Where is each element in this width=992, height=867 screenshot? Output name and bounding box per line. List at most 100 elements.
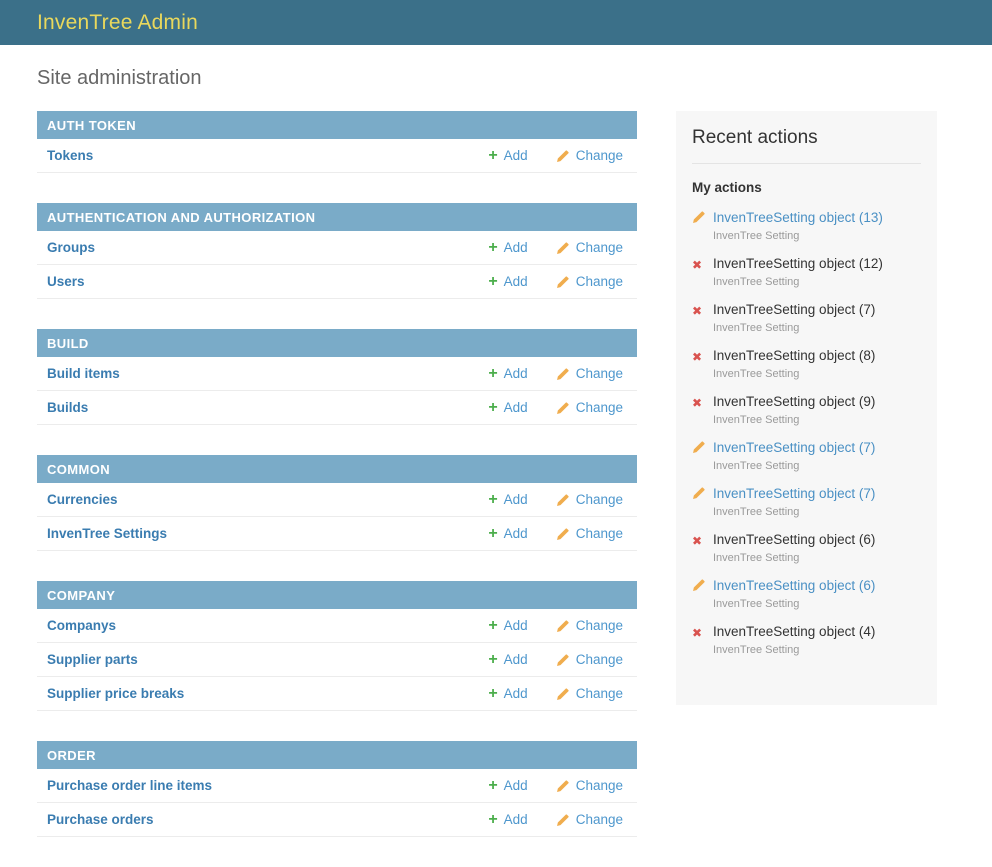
app-modules: AUTH TOKEN Tokens + Add Change AUTHENTIC… [37, 111, 637, 867]
pencil-icon [556, 275, 570, 289]
module-caption: ORDER [37, 741, 637, 769]
module-rows: Purchase order line items + Add Change P… [37, 769, 637, 837]
pencil-icon [556, 527, 570, 541]
action-subtext: InvenTree Setting [713, 414, 800, 426]
action-body: InvenTreeSetting object (8) InvenTree Se… [713, 347, 875, 380]
action-subtext: InvenTree Setting [713, 368, 800, 380]
plus-icon: + [488, 364, 498, 382]
model-row: Users + Add Change [37, 265, 637, 299]
app-module: BUILD Build items + Add Change Builds + … [37, 329, 637, 425]
pencil-icon [556, 779, 570, 793]
module-rows: Build items + Add Change Builds + Add Ch… [37, 357, 637, 425]
model-row: Groups + Add Change [37, 231, 637, 265]
add-link[interactable]: + Add [488, 524, 528, 542]
pencil-icon [556, 241, 570, 255]
pencil-icon [692, 485, 713, 505]
change-link[interactable]: Change [556, 274, 623, 289]
add-link[interactable]: + Add [488, 684, 528, 702]
module-caption: COMPANY [37, 581, 637, 609]
action-body: InvenTreeSetting object (7) InvenTree Se… [713, 439, 875, 472]
pencil-icon [692, 209, 713, 229]
module-rows: Companys + Add Change Supplier parts + A… [37, 609, 637, 711]
plus-icon: + [488, 272, 498, 290]
model-row: Companys + Add Change [37, 609, 637, 643]
model-link[interactable]: Build items [47, 366, 120, 381]
recent-action-item: InvenTreeSetting object (7) InvenTree Se… [692, 439, 921, 472]
action-body: InvenTreeSetting object (6) InvenTree Se… [713, 577, 875, 610]
action-body: InvenTreeSetting object (4) InvenTree Se… [713, 623, 875, 656]
module-caption: BUILD [37, 329, 637, 357]
add-link[interactable]: + Add [488, 146, 528, 164]
module-rows: Currencies + Add Change InvenTree Settin… [37, 483, 637, 551]
action-label: InvenTreeSetting object (6) [713, 532, 876, 547]
add-link[interactable]: + Add [488, 364, 528, 382]
model-link[interactable]: Users [47, 274, 85, 289]
change-link[interactable]: Change [556, 400, 623, 415]
model-link[interactable]: Tokens [47, 148, 94, 163]
model-link[interactable]: Supplier price breaks [47, 686, 185, 701]
add-link[interactable]: + Add [488, 776, 528, 794]
pencil-icon [556, 619, 570, 633]
recent-actions-title: Recent actions [692, 127, 921, 164]
change-link[interactable]: Change [556, 526, 623, 541]
action-label: InvenTreeSetting object (9) [713, 394, 876, 409]
pencil-icon [556, 687, 570, 701]
plus-icon: + [488, 146, 498, 164]
recent-action-item: ✖ InvenTreeSetting object (9) InvenTree … [692, 393, 921, 426]
model-link[interactable]: Purchase orders [47, 812, 154, 827]
pencil-icon [556, 401, 570, 415]
action-subtext: InvenTree Setting [713, 506, 800, 518]
action-body: InvenTreeSetting object (13) InvenTree S… [713, 209, 883, 242]
change-link[interactable]: Change [556, 148, 623, 163]
recent-action-item: ✖ InvenTreeSetting object (7) InvenTree … [692, 301, 921, 334]
model-link[interactable]: Purchase order line items [47, 778, 213, 793]
app-module: AUTH TOKEN Tokens + Add Change [37, 111, 637, 173]
plus-icon: + [488, 776, 498, 794]
action-label[interactable]: InvenTreeSetting object (13) [713, 210, 883, 225]
action-label[interactable]: InvenTreeSetting object (7) [713, 486, 876, 501]
action-label[interactable]: InvenTreeSetting object (6) [713, 578, 876, 593]
add-link[interactable]: + Add [488, 616, 528, 634]
add-link[interactable]: + Add [488, 490, 528, 508]
change-link[interactable]: Change [556, 366, 623, 381]
add-link[interactable]: + Add [488, 272, 528, 290]
recent-action-item: InvenTreeSetting object (6) InvenTree Se… [692, 577, 921, 610]
delete-icon: ✖ [692, 626, 703, 640]
change-link[interactable]: Change [556, 652, 623, 667]
change-link[interactable]: Change [556, 492, 623, 507]
model-link[interactable]: Groups [47, 240, 96, 255]
recent-actions-list: InvenTreeSetting object (13) InvenTree S… [692, 209, 921, 656]
change-link[interactable]: Change [556, 240, 623, 255]
model-link[interactable]: Companys [47, 618, 117, 633]
model-link[interactable]: Builds [47, 400, 89, 415]
recent-action-item: ✖ InvenTreeSetting object (8) InvenTree … [692, 347, 921, 380]
pencil-icon [692, 439, 713, 459]
add-link[interactable]: + Add [488, 238, 528, 256]
model-row: Supplier price breaks + Add Change [37, 677, 637, 711]
plus-icon: + [488, 650, 498, 668]
action-label[interactable]: InvenTreeSetting object (7) [713, 440, 876, 455]
change-link[interactable]: Change [556, 812, 623, 827]
model-link[interactable]: InvenTree Settings [47, 526, 168, 541]
change-link[interactable]: Change [556, 778, 623, 793]
add-link[interactable]: + Add [488, 650, 528, 668]
action-subtext: InvenTree Setting [713, 460, 800, 472]
add-link[interactable]: + Add [488, 810, 528, 828]
recent-action-item: ✖ InvenTreeSetting object (4) InvenTree … [692, 623, 921, 656]
module-rows: Groups + Add Change Users + Add Change [37, 231, 637, 299]
delete-icon: ✖ [692, 304, 703, 318]
delete-icon: ✖ [692, 534, 703, 548]
app-module: ORDER Purchase order line items + Add Ch… [37, 741, 637, 837]
model-link[interactable]: Supplier parts [47, 652, 138, 667]
pencil-icon [556, 149, 570, 163]
change-link[interactable]: Change [556, 618, 623, 633]
app-title: InvenTree Admin [37, 10, 198, 34]
model-link[interactable]: Currencies [47, 492, 118, 507]
action-label: InvenTreeSetting object (12) [713, 256, 883, 271]
change-link[interactable]: Change [556, 686, 623, 701]
pencil-icon [556, 493, 570, 507]
add-link[interactable]: + Add [488, 398, 528, 416]
action-subtext: InvenTree Setting [713, 598, 800, 610]
recent-action-item: ✖ InvenTreeSetting object (6) InvenTree … [692, 531, 921, 564]
action-body: InvenTreeSetting object (12) InvenTree S… [713, 255, 883, 288]
